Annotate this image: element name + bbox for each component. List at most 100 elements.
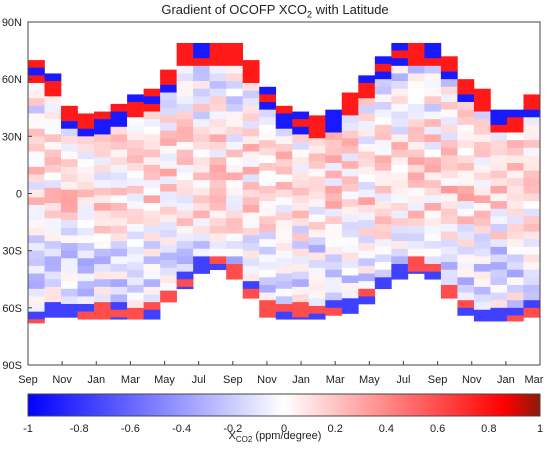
heatmap-cell [391,172,409,181]
heatmap-cell [209,73,227,82]
heatmap-cell [242,151,260,160]
heatmap-cell [523,140,541,149]
colorbar [27,393,541,417]
heatmap-cell [209,241,227,250]
heatmap-cell [275,265,293,274]
heatmap-cell [28,166,45,175]
heatmap-cell [457,79,475,88]
heatmap-cell [275,128,293,137]
heatmap-cell [242,197,260,206]
heatmap-cell [143,88,161,97]
heatmap-cell [77,243,95,251]
heatmap-cell [110,279,128,288]
heatmap-cell [341,237,359,246]
heatmap-cell [275,243,293,251]
heatmap-cell [440,292,458,299]
heatmap-cell [523,208,541,217]
heatmap-cell [457,269,475,278]
heatmap-cell [193,58,210,67]
heatmap-cell [325,155,343,164]
heatmap-cell [325,193,343,202]
heatmap-cell [473,286,491,295]
heatmap-cell [325,208,343,217]
heatmap-cell [424,203,442,211]
heatmap-cell [292,119,310,128]
heatmap-cell [94,286,111,295]
heatmap-cell [407,111,425,120]
heatmap-cell [209,225,227,234]
heatmap-cell [292,180,310,189]
heatmap-cell [127,147,144,156]
heatmap-cell [143,256,161,265]
heatmap-cell [407,65,425,74]
heatmap-cell [457,117,475,126]
heatmap-cell [292,157,310,166]
heatmap-cell [391,271,409,280]
heatmap-cell [325,140,343,149]
heatmap-cell [424,134,442,143]
heatmap-cell [506,239,524,248]
heatmap-cell [28,60,45,69]
heatmap-cell [358,75,376,84]
heatmap-cell [94,195,111,204]
colorbar-ticks: -1 -0.8 -0.6 -0.4 -0.2 0 0.2 0.4 0.6 0.8 1 [23,423,543,435]
heatmap-cell [424,142,442,150]
heatmap-cell [440,277,458,286]
heatmap-cell [44,225,62,234]
heatmap-cell [242,136,260,145]
heatmap-cell [275,220,293,229]
heatmap-cell [473,111,491,120]
heatmap-cell [374,140,392,149]
heatmap-cell [308,237,326,246]
heatmap-cell [523,246,541,255]
heatmap-cell [242,75,260,84]
heatmap-cell [292,302,310,311]
heatmap-cell [94,218,111,227]
heatmap-cell [325,262,343,271]
heatmap-cell [28,258,45,267]
heatmap-cell [110,134,128,143]
heatmap-cell [242,250,260,259]
heatmap-cell [193,241,210,250]
heatmap-cell [473,225,491,234]
heatmap-cell [127,109,144,118]
heatmap-cell [391,134,409,143]
heatmap-cell [391,96,409,105]
heatmap-cell [407,58,425,67]
colorbar-tick-label: -0.8 [70,423,89,435]
heatmap-cell [242,281,260,290]
heatmap-cell [61,105,78,114]
heatmap-cell [61,311,78,318]
heatmap-cell [94,149,111,158]
heatmap-cell [28,128,45,137]
heatmap-cell [77,296,95,305]
heatmap-cell [440,201,458,210]
heatmap-cell [275,182,293,190]
heatmap-cell [28,204,45,213]
colorbar-label: XCO2 (ppm/degree) [228,430,322,445]
heatmap-cell [160,115,177,124]
heatmap-cell [176,210,194,219]
heatmap-cell [176,81,194,89]
heatmap-cell [275,166,293,175]
heatmap-cell [44,73,62,82]
heatmap-cell [110,203,128,211]
heatmap-cell [424,119,442,128]
heatmap-cell [506,170,524,179]
heatmap-cell [457,155,475,164]
heatmap-cell [160,107,177,116]
x-tick-label: Jan [87,374,105,386]
heatmap-cell [242,204,260,213]
heatmap-cell [523,269,541,278]
heatmap-cell [374,185,392,194]
heatmap-cell [127,163,144,171]
heatmap-cell [77,311,95,320]
heatmap-cell [490,140,508,149]
heatmap-cell [490,315,508,322]
heatmap-cell [275,113,293,122]
heatmap-cell [325,246,343,255]
heatmap-cell [341,252,359,261]
heatmap-cell [110,233,128,242]
heatmap-cell [94,111,111,120]
heatmap-cell [160,290,177,299]
